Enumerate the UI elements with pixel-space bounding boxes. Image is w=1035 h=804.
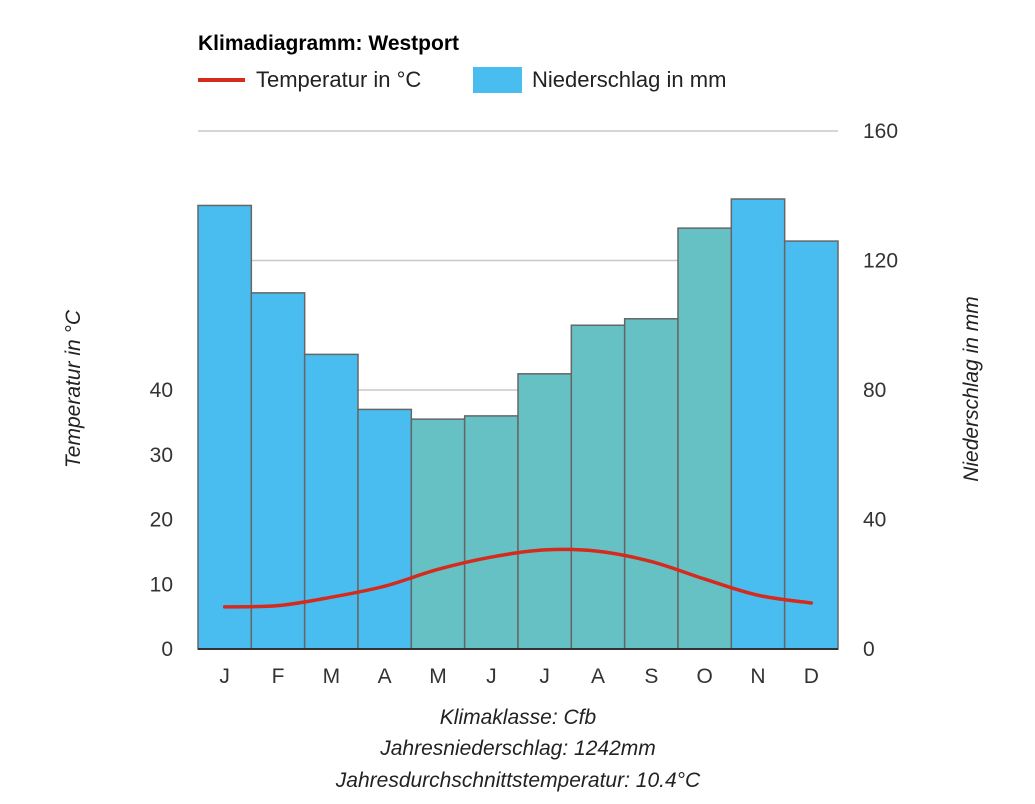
footer-klimaklasse: Klimaklasse: Cfb: [440, 706, 597, 729]
temperature-line: [222, 547, 814, 609]
precipitation-bar-7: [517, 373, 573, 650]
legend-precipitation-label: Niederschlag in mm: [532, 67, 726, 92]
chart-title: Klimadiagramm: Westport: [198, 32, 459, 55]
footer-jahresniederschlag: Jahresniederschlag: 1242mm: [379, 737, 655, 760]
precipitation-bar-1: [197, 204, 253, 650]
right-tick-label: 80: [863, 379, 886, 402]
precipitation-bars: [197, 198, 839, 650]
month-label: S: [644, 665, 658, 688]
right-tick-label: 160: [863, 120, 898, 143]
left-tick-label: 0: [161, 638, 173, 661]
precipitation-bar-5: [410, 418, 466, 650]
month-label: A: [591, 665, 605, 688]
right-tick-label: 40: [863, 509, 886, 532]
month-label: A: [378, 665, 392, 688]
right-tick-label: 120: [863, 250, 898, 273]
left-tick-label: 10: [150, 573, 173, 596]
month-label: J: [539, 665, 550, 688]
month-label: F: [272, 665, 285, 688]
left-tick-label: 40: [150, 379, 173, 402]
legend-precipitation-swatch: [473, 67, 522, 93]
month-label: O: [696, 665, 712, 688]
left-tick-label: 30: [150, 444, 173, 467]
precipitation-bar-6: [463, 415, 519, 650]
precipitation-bar-9: [623, 318, 679, 650]
precipitation-bar-8: [570, 324, 626, 650]
month-label: J: [219, 665, 230, 688]
precipitation-bar-4: [357, 408, 413, 650]
right-tick-label: 0: [863, 638, 875, 661]
month-label: M: [429, 665, 447, 688]
month-label: N: [750, 665, 765, 688]
precipitation-bar-3: [303, 353, 359, 650]
left-axis-ticks: 0 10 20 30 40: [150, 379, 173, 661]
precipitation-bar-11: [730, 198, 786, 650]
footer-jahresdurchschnittstemperatur: Jahresdurchschnittstemperatur: 10.4°C: [335, 769, 701, 792]
precipitation-bar-2: [250, 292, 306, 650]
left-axis-label: Temperatur in °C: [62, 309, 85, 468]
left-tick-label: 20: [150, 509, 173, 532]
precipitation-bar-12: [783, 240, 839, 650]
legend: Temperatur in °C Niederschlag in mm: [198, 67, 726, 93]
right-axis-label: Niederschlag in mm: [960, 296, 983, 482]
temperature-line-group: [222, 547, 814, 609]
month-label: J: [486, 665, 497, 688]
legend-temperature-label: Temperatur in °C: [256, 67, 421, 92]
month-label: M: [323, 665, 341, 688]
right-axis-ticks: 0 40 80 120 160: [863, 120, 898, 661]
month-label: D: [804, 665, 819, 688]
